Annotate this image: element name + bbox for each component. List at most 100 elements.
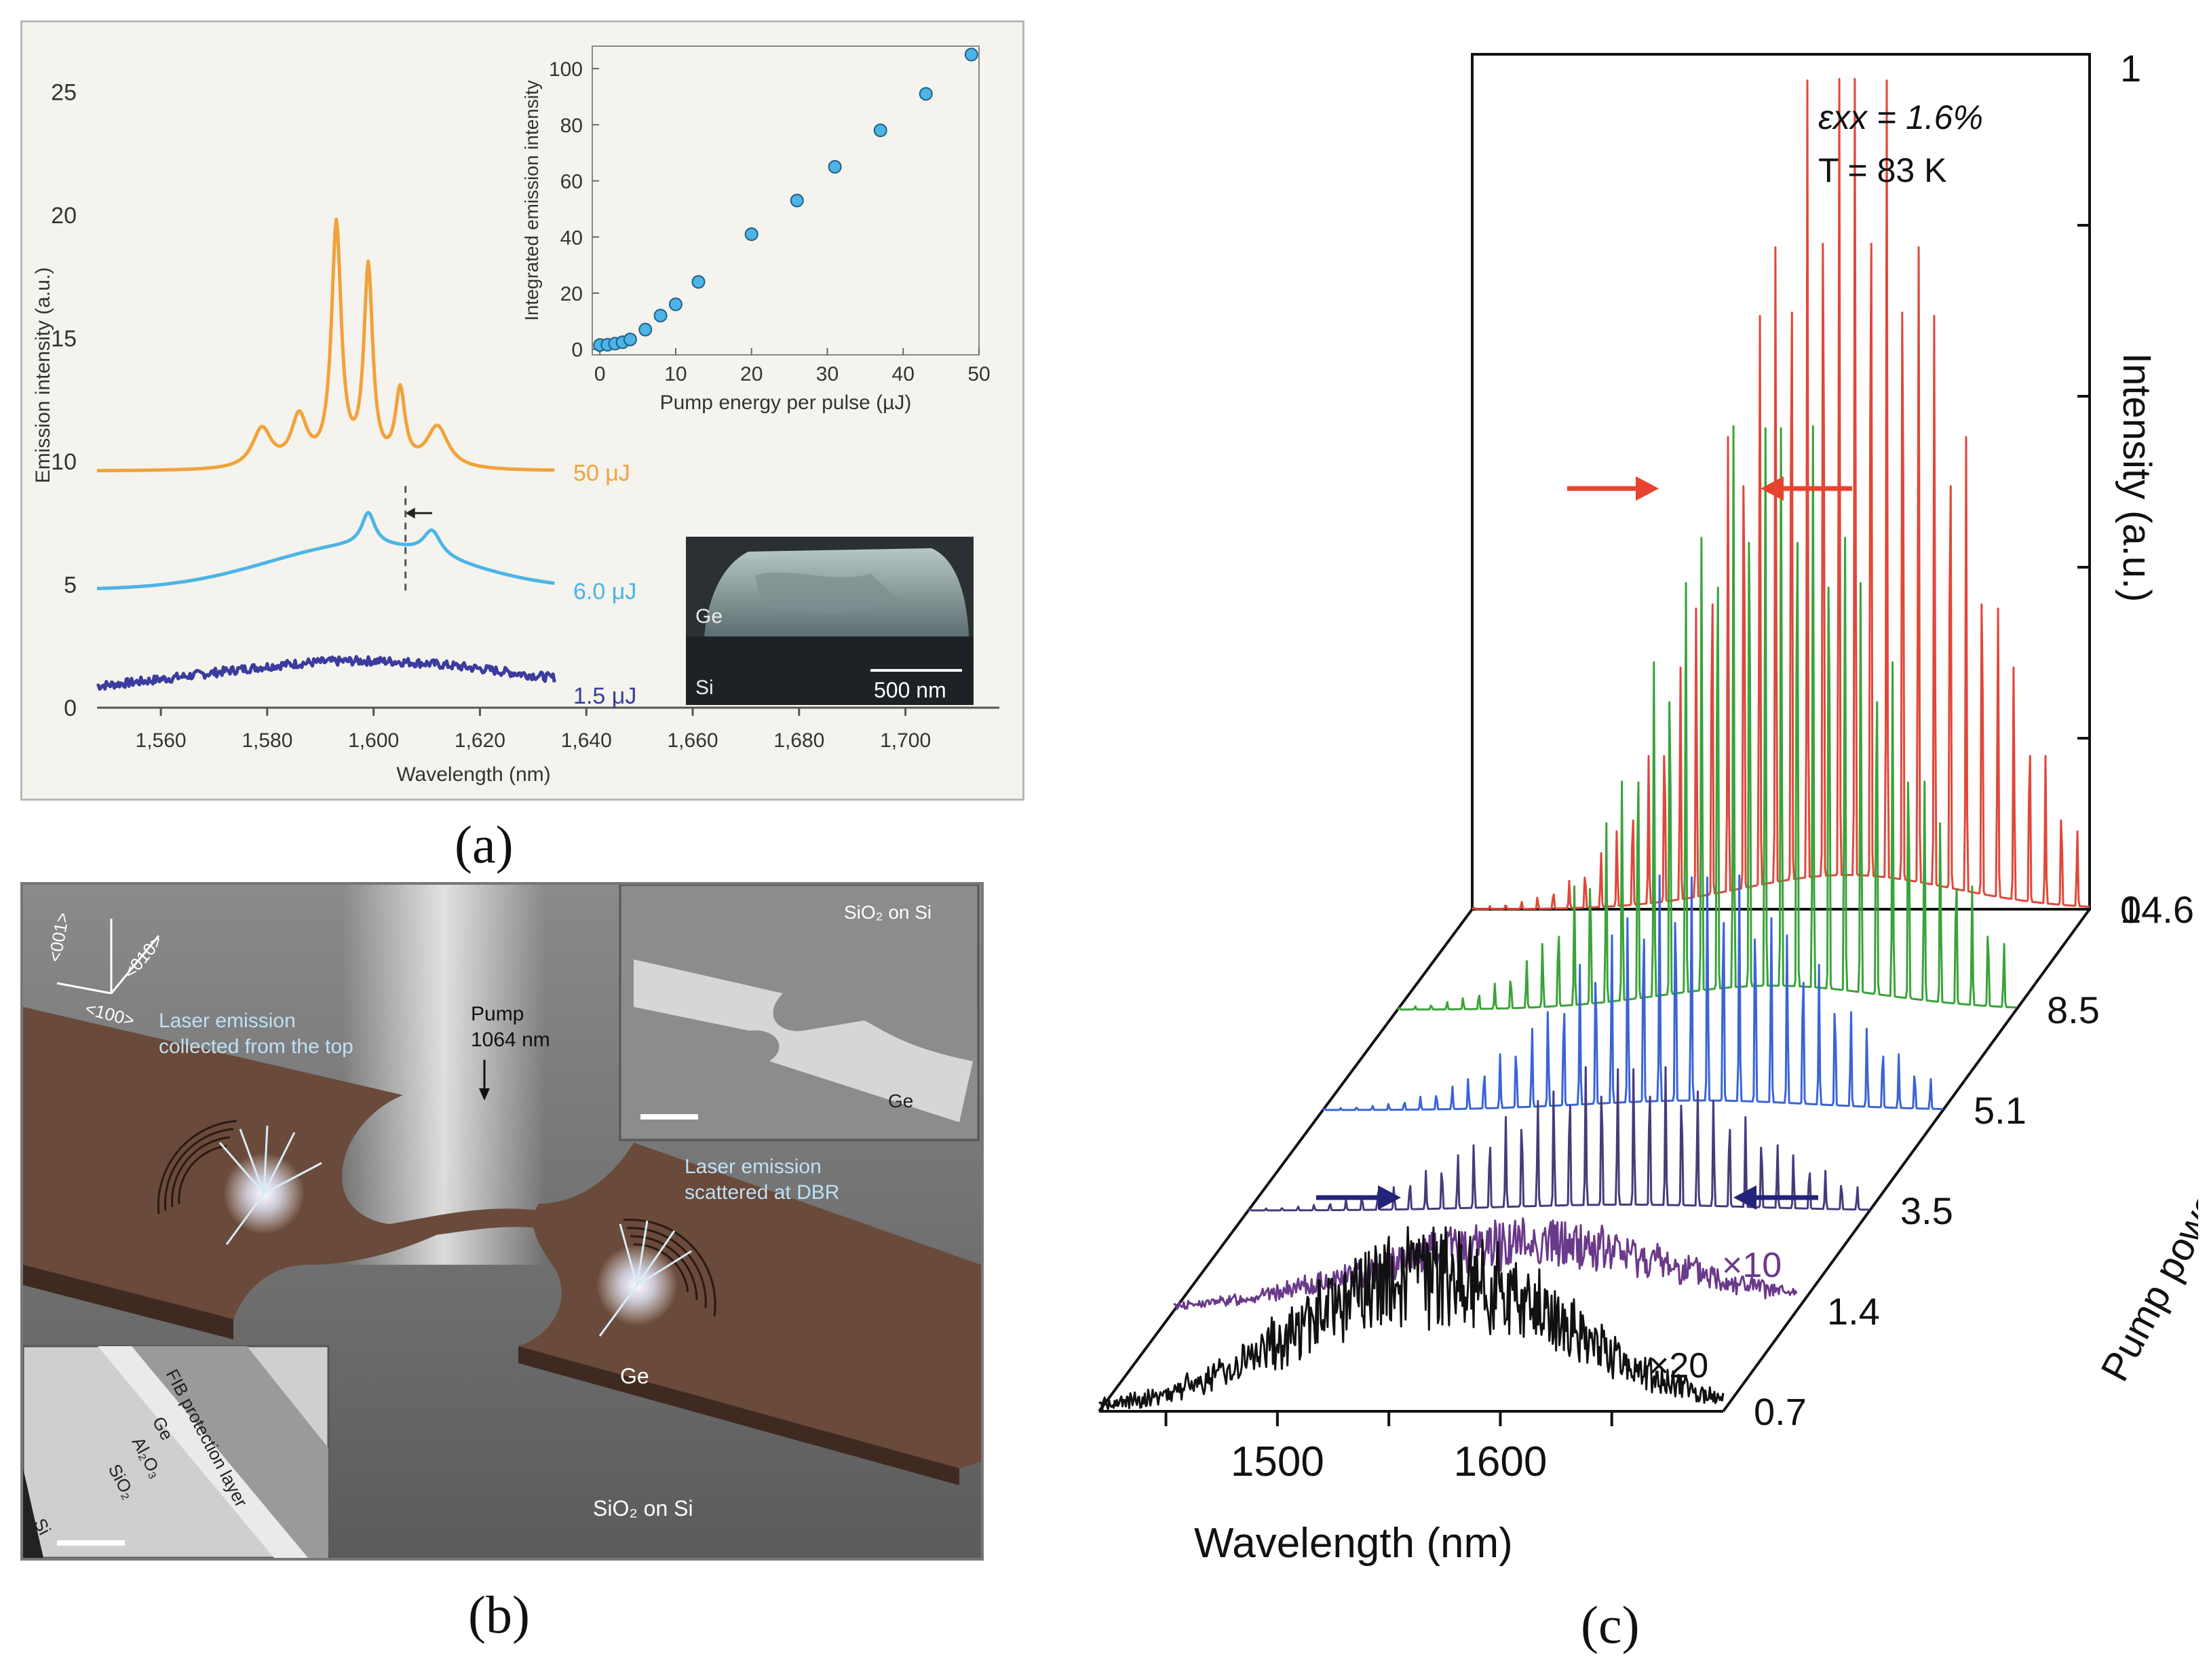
c-multiplier-label: ×20: [1649, 1346, 1708, 1386]
a-series-label-1: 6.0 μJ: [573, 579, 636, 605]
panel-a-chart: 1,560 1,580 1,600 1,620 1,640 1,660 1,680 1,700…: [32, 45, 999, 786]
sem-scale-label: 500 nm: [874, 678, 946, 702]
a-inset-x-tick-label: 40: [892, 363, 915, 385]
c-intensity-tick-label-1: 1: [2120, 47, 2141, 90]
a-inset-y-axis-label: Integrated emission intensity: [521, 80, 542, 321]
b-pump-beam: [342, 885, 545, 1265]
a-main-axes: 1,560 1,580 1,600 1,620 1,640 1,660 1,680 1,700…: [32, 80, 999, 786]
c-strain-label: εxx = 1.6%: [1818, 98, 1983, 136]
b-inset-si: [23, 1468, 43, 1558]
c-navy-arrowhead-left: [1378, 1185, 1401, 1210]
b-ge-left-edge: [23, 1265, 233, 1339]
b-ge-label: Ge: [620, 1364, 649, 1388]
c-pump-tick-label-0.7: 0.7: [1754, 1390, 1807, 1433]
b-dbr-left: [157, 1120, 237, 1215]
c-intensity-tick-label-0: 0: [2120, 888, 2141, 931]
c-pump-tick-label-14.6: 14.6: [2120, 888, 2194, 931]
a-main-series: 50 μJ 6.0 μJ 1.5 μJ: [96, 217, 636, 709]
a-inset-x-tick-label: 20: [740, 363, 763, 385]
panel-c-label: (c): [1581, 1595, 1640, 1654]
c-intensity-axis-label: Intensity (a.u.): [2115, 353, 2159, 602]
a-series-label-0: 50 μJ: [573, 461, 630, 486]
a-inset-y-tick-label: 40: [560, 227, 583, 249]
a-y-axis-label: Emission intensity (a.u.): [32, 267, 54, 483]
c-floor-right-edge: [1722, 908, 2091, 1413]
a-inset-point: [691, 275, 706, 289]
a-x-tick-label: 1,660: [667, 729, 718, 752]
a-arrowhead: [405, 508, 415, 519]
a-inset-y-tick-label: 0: [571, 339, 583, 362]
c-multiplier-label: ×10: [1722, 1246, 1782, 1285]
a-x-tick-label: 1,560: [136, 729, 187, 752]
a-inset-frame: [592, 45, 980, 356]
c-red-arrowhead-left: [1636, 476, 1659, 501]
c-navy-arrowhead-right: [1733, 1185, 1756, 1210]
c-wavelength-tick-label: 1500: [1231, 1438, 1324, 1485]
c-floor-left-edge: [1098, 908, 1474, 1413]
b-inset-top-ge: Ge: [888, 1090, 913, 1111]
a-inset-point: [653, 309, 668, 323]
a-series-label-2: 1.5 μJ: [573, 683, 636, 709]
b-inset-top-device: [634, 959, 973, 1122]
a-inset-x-tick-label: 30: [816, 363, 839, 385]
a-inset-y-tick-label: 80: [560, 115, 583, 137]
b-inset-top: SiO₂ on Si Ge: [619, 885, 980, 1141]
sem-si-label: Si: [695, 676, 714, 699]
a-inset-y-tick-label: 20: [560, 283, 583, 305]
a-x-tick-label: 1,580: [242, 729, 292, 752]
c-temperature-label: T = 83 K: [1818, 151, 1946, 189]
c-pump-tick-label-5.1: 5.1: [1974, 1089, 2026, 1132]
a-y-tick-label: 10: [51, 449, 77, 475]
a-y-tick-label: 15: [51, 326, 77, 352]
c-pump-axis-label: Pump power (kW cm⁻²): [2092, 1004, 2198, 1388]
a-x-tick-label: 1,600: [348, 729, 399, 752]
a-inset-point: [873, 123, 887, 138]
b-inset-fib-layer: [132, 1346, 328, 1558]
b-ge-right-edge: [518, 1346, 959, 1485]
c-series-line-1.4: [1173, 1217, 1798, 1310]
a-x-tick-label: 1,640: [561, 729, 612, 752]
a-inset-x-tick-label: 0: [594, 363, 606, 385]
panel-b-illustration: <001> <010> <100> Laser emission collect…: [23, 885, 981, 1558]
c-series-line-0.7: [1098, 1226, 1725, 1411]
a-x-axis-label: Wavelength (nm): [396, 763, 550, 786]
b-laser-dbr-line2: scattered at DBR: [685, 1181, 839, 1204]
a-inset-y-tick-label: 100: [549, 58, 583, 81]
sem-texture: [755, 572, 898, 613]
sem-ge-label: Ge: [695, 605, 723, 628]
c-series-line-3.5: [1248, 1066, 1870, 1212]
a-inset-point: [623, 332, 637, 347]
b-inset-bottom: FIB protection layer Ge Al₂O₃ SiO₂ Si: [23, 1345, 330, 1558]
b-sio2-label: SiO₂ on Si: [593, 1496, 693, 1521]
a-inset-x-axis-label: Pump energy per pulse (µJ): [660, 392, 912, 414]
c-series: 14.6 8.5 5.1 3.5 1.4 ×10 0.7 ×20: [1098, 77, 2194, 1433]
c-pump-tick-label-3.5: 3.5: [1900, 1189, 1953, 1232]
panel-a: 1,560 1,580 1,600 1,620 1,640 1,660 1,680 1,700…: [20, 20, 1024, 801]
a-x-tick-label: 1,680: [773, 729, 824, 752]
a-series-line-2: [96, 655, 556, 691]
panel-a-label: (a): [455, 815, 514, 874]
b-laser-dbr-line1: Laser emission: [685, 1156, 822, 1178]
a-inset-x-tick-label: 10: [664, 363, 687, 385]
c-wavelength-tick-label: 1600: [1453, 1438, 1547, 1485]
a-y-tick-label: 5: [64, 573, 77, 598]
panel-c-chart: 1 0 1500 1600 14.6 8.5 5.1 3.5 1.4 ×10 0.7 ×20 εxx…: [1098, 47, 2198, 1567]
b-emission-rays-left: [218, 1125, 322, 1245]
a-inset-x-tick-label: 50: [967, 363, 990, 385]
a-inset-point: [828, 159, 842, 174]
a-y-tick-label: 20: [51, 203, 77, 229]
a-inset-point: [638, 322, 653, 337]
panel-b: <001> <010> <100> Laser emission collect…: [20, 882, 984, 1561]
b-pump-arrowhead: [479, 1088, 490, 1101]
a-y-tick-label: 0: [64, 695, 77, 721]
b-inset-top-title: SiO₂ on Si: [844, 902, 931, 923]
c-red-arrowhead-right: [1761, 476, 1784, 501]
b-laser-top-line1: Laser emission: [159, 1010, 296, 1032]
c-frame: 1 0 1500 1600: [1098, 47, 2141, 1485]
a-inset-chart: 0 10 20 30 40 50 0 20 40 60 80 100 Pump energy per p…: [521, 45, 991, 414]
b-inset-ge-layer: [98, 1346, 308, 1558]
a-inset-point: [919, 87, 933, 101]
c-pump-tick-label-8.5: 8.5: [2047, 989, 2100, 1031]
b-emission-rays-right: [598, 1220, 692, 1337]
a-series-line-0: [96, 217, 555, 473]
